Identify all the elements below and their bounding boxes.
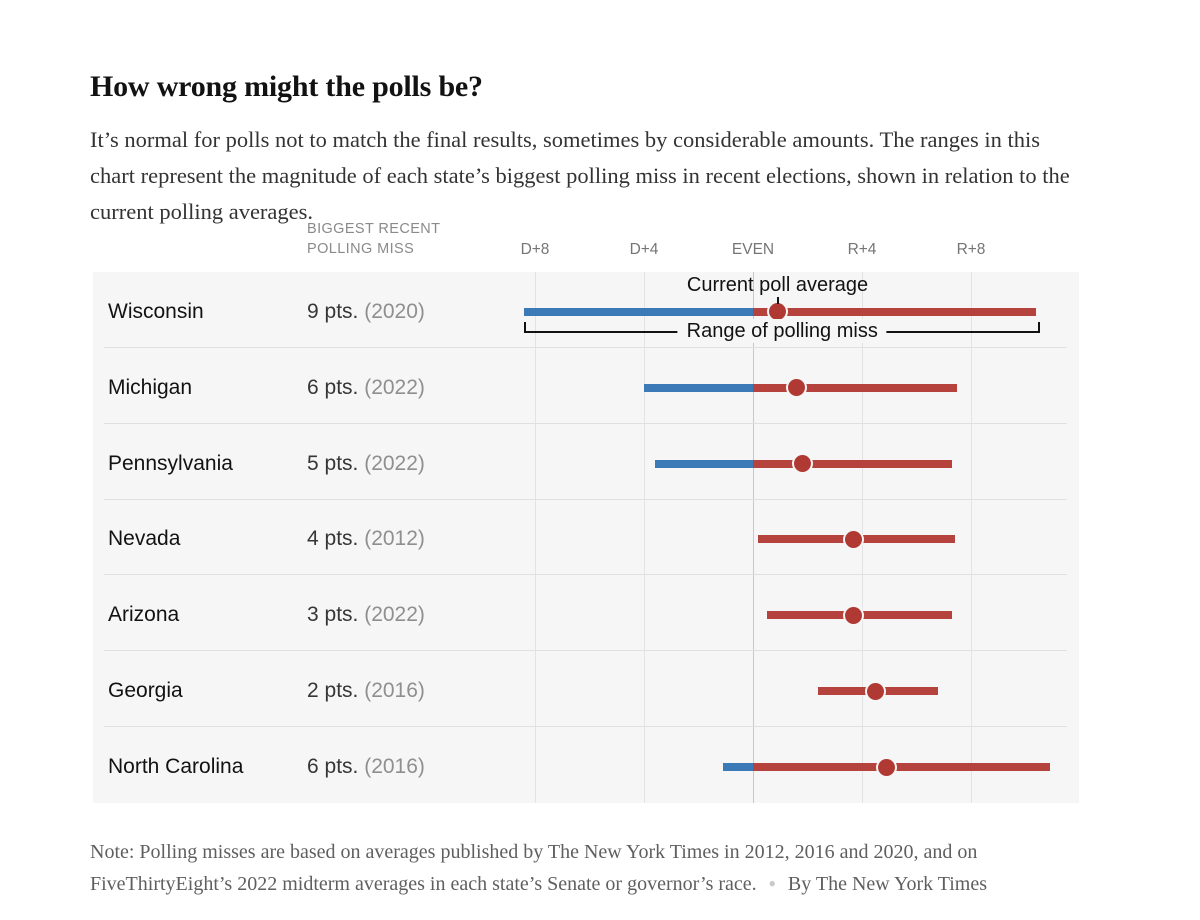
miss-value: 6 pts. bbox=[307, 755, 359, 779]
state-label: Michigan bbox=[108, 375, 193, 399]
annotation-current-poll-average: Current poll average bbox=[686, 274, 869, 296]
table-row-north-carolina: North Carolina 6 pts. (2016) bbox=[93, 727, 1079, 803]
miss-value: 9 pts. bbox=[307, 299, 359, 323]
polling-range-bar-rep bbox=[753, 459, 952, 468]
axis-tick-label-r+4: R+4 bbox=[847, 241, 877, 258]
axis-tick-label-r+8: R+8 bbox=[956, 241, 986, 258]
axis-tick-label-even: EVEN bbox=[731, 241, 775, 258]
miss-value: 2 pts. bbox=[307, 679, 359, 703]
table-row-nevada: Nevada 4 pts. (2012) bbox=[93, 500, 1079, 576]
miss-year: (2022) bbox=[358, 451, 425, 475]
annotation-range-bracket: Range of polling miss bbox=[524, 319, 1041, 343]
polling-miss-label: 6 pts. (2016) bbox=[307, 755, 425, 779]
miss-value: 5 pts. bbox=[307, 451, 359, 475]
polling-range-bar-rep bbox=[753, 307, 1037, 316]
miss-value: 4 pts. bbox=[307, 527, 359, 551]
gridline bbox=[970, 272, 972, 803]
poll-average-dot bbox=[788, 379, 806, 397]
miss-year: (2022) bbox=[358, 603, 425, 627]
polling-range-bar-dem bbox=[654, 459, 753, 468]
miss-year: (2016) bbox=[358, 679, 425, 703]
gridline bbox=[534, 272, 536, 803]
chart-subtitle: It’s normal for polls not to match the f… bbox=[90, 126, 1070, 224]
table-row-wisconsin: Wisconsin 9 pts. (2020) Current poll avera… bbox=[93, 272, 1079, 348]
polling-range-bar-dem bbox=[723, 763, 753, 772]
polling-range-bar-dem bbox=[524, 307, 753, 316]
poll-average-dot bbox=[793, 455, 811, 473]
state-label: Georgia bbox=[108, 679, 183, 703]
row-separator bbox=[104, 498, 1067, 500]
page-title: How wrong might the polls be? bbox=[90, 70, 483, 104]
polling-miss-label: 2 pts. (2016) bbox=[307, 679, 425, 703]
footnote-text: Note: Polling misses are based on averag… bbox=[90, 841, 978, 896]
miss-value: 6 pts. bbox=[307, 375, 359, 399]
gridline-even bbox=[752, 272, 754, 803]
miss-value: 3 pts. bbox=[307, 603, 359, 627]
poll-average-dot bbox=[769, 303, 787, 321]
miss-year: (2020) bbox=[358, 299, 425, 323]
polling-range-bar-rep bbox=[753, 763, 1051, 772]
poll-average-dot bbox=[845, 606, 863, 624]
polling-miss-label: 5 pts. (2022) bbox=[307, 452, 425, 476]
state-label: Nevada bbox=[108, 527, 181, 551]
table-row-pennsylvania: Pennsylvania 5 pts. (2022) bbox=[93, 424, 1079, 500]
byline: By The New York Times bbox=[787, 873, 988, 896]
poll-average-dot bbox=[845, 530, 863, 548]
table-row-georgia: Georgia 2 pts. (2016) bbox=[93, 651, 1079, 728]
row-separator bbox=[104, 650, 1067, 652]
state-label: Arizona bbox=[108, 603, 180, 627]
row-separator bbox=[104, 726, 1067, 728]
row-separator bbox=[104, 574, 1067, 576]
annotation-range-of-polling-miss: Range of polling miss bbox=[677, 319, 887, 343]
state-label: Pennsylvania bbox=[108, 451, 233, 475]
miss-year: (2016) bbox=[358, 755, 425, 779]
column-header-biggest-recent-polling-miss: BIGGEST RECENT POLLING MISS bbox=[307, 221, 441, 257]
polling-miss-label: 6 pts. (2022) bbox=[307, 376, 425, 400]
polling-miss-label: 9 pts. (2020) bbox=[307, 300, 425, 324]
poll-average-dot bbox=[878, 758, 896, 776]
miss-year: (2022) bbox=[358, 375, 425, 399]
table-row-arizona: Arizona 3 pts. (2022) bbox=[93, 575, 1079, 652]
table-row-michigan: Michigan 6 pts. (2022) bbox=[93, 348, 1079, 424]
poll-average-dot bbox=[867, 682, 885, 700]
bullet-separator-icon: ● bbox=[768, 876, 776, 891]
miss-year: (2012) bbox=[358, 527, 425, 551]
state-label: Wisconsin bbox=[108, 299, 204, 323]
polling-range-bar-rep bbox=[753, 383, 958, 392]
row-separator bbox=[104, 346, 1067, 348]
annotation-pointer-tick bbox=[776, 297, 779, 304]
footnote: Note: Polling misses are based on averag… bbox=[90, 836, 1040, 901]
row-separator bbox=[104, 422, 1067, 424]
polling-miss-label: 3 pts. (2022) bbox=[307, 603, 425, 627]
state-label: North Carolina bbox=[108, 755, 244, 779]
polling-range-bar-dem bbox=[644, 383, 753, 392]
axis-tick-label-d+8: D+8 bbox=[520, 241, 550, 258]
chart-panel: Wisconsin 9 pts. (2020) Current poll avera… bbox=[93, 272, 1079, 803]
polling-miss-label: 4 pts. (2012) bbox=[307, 527, 425, 551]
axis-tick-label-d+4: D+4 bbox=[629, 241, 659, 258]
gridline bbox=[643, 272, 645, 803]
